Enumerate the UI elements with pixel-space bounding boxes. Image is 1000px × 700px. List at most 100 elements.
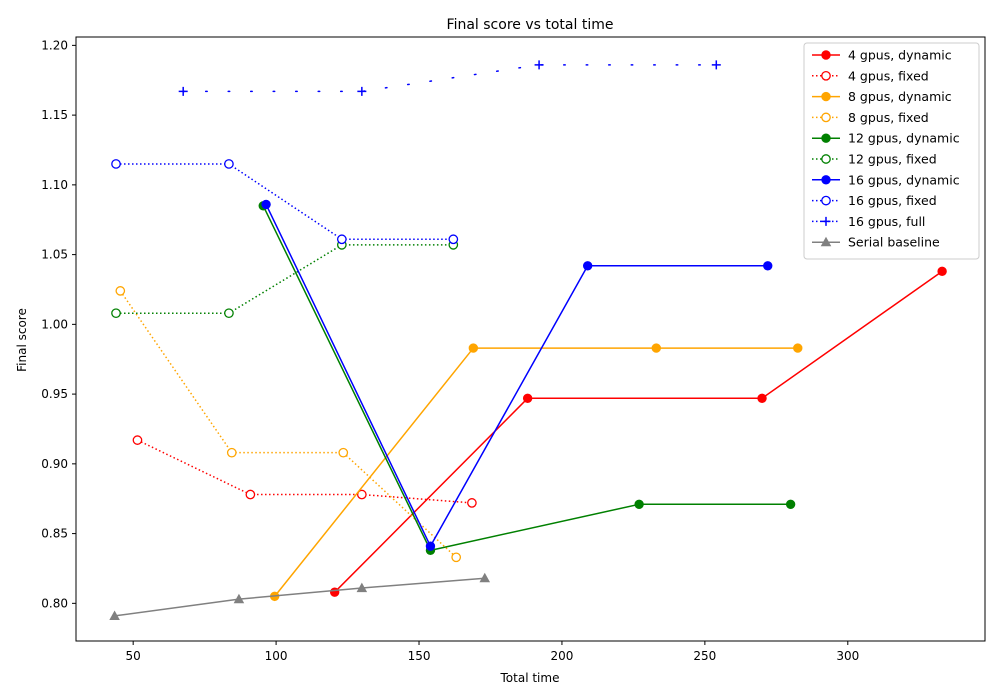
data-point-serial-baseline-4: [479, 572, 491, 583]
data-point-8-gpus-dynamic-2: [468, 343, 479, 353]
legend-marker-16-gpus-fixed: [821, 195, 831, 206]
data-point-12-gpus-dynamic-3: [634, 499, 644, 509]
legend-entry-8-gpus-dynamic: 8 gpus, dynamic: [812, 89, 952, 104]
legend-label-16-gpus-full: 16 gpus, full: [848, 214, 925, 229]
legend-marker-4-gpus-dynamic: [821, 50, 831, 60]
legend-entry-4-gpus-fixed: 4 gpus, fixed: [812, 68, 929, 83]
series-line-16-gpus-dynamic: [265, 204, 768, 548]
x-tick-label: 100: [265, 649, 288, 663]
y-tick-label: 0.90: [41, 457, 68, 471]
legend-marker-16-gpus-full: [821, 216, 831, 226]
legend-marker-12-gpus-dynamic: [821, 133, 831, 143]
legend-marker-12-gpus-fixed: [821, 154, 831, 164]
chart-title: Final score vs total time: [447, 17, 614, 33]
y-tick-label: 1.10: [41, 178, 68, 192]
data-point-8-gpus-fixed-4: [451, 552, 462, 563]
x-axis-label: Total time: [500, 671, 560, 685]
data-point-16-gpus-fixed-3: [336, 234, 347, 245]
legend-entry-serial-baseline: Serial baseline: [812, 235, 940, 250]
series-serial-baseline: [109, 572, 491, 620]
data-point-serial-baseline-1: [109, 610, 120, 620]
data-point-16-gpus-fixed-2: [224, 159, 234, 169]
legend: 4 gpus, dynamic 4 gpus, fixed 8 gpus, dyna…: [803, 42, 980, 260]
series-line-16-gpus-full: [182, 64, 718, 93]
data-point-4-gpus-fixed-4: [467, 498, 477, 508]
legend-marker-8-gpus-dynamic: [821, 91, 831, 102]
legend-label-12-gpus-fixed: 12 gpus, fixed: [848, 152, 937, 167]
series-8-gpus-fixed: [115, 286, 462, 563]
y-tick-label: 1.15: [41, 108, 68, 122]
data-point-8-gpus-fixed-1: [115, 286, 126, 296]
series-line-4-gpus-fixed: [137, 439, 472, 504]
legend-entry-8-gpus-fixed: 8 gpus, fixed: [812, 110, 929, 125]
data-point-serial-baseline-3: [356, 582, 368, 593]
legend-entry-16-gpus-fixed: 16 gpus, fixed: [812, 193, 937, 208]
data-point-4-gpus-dynamic-1: [329, 587, 340, 597]
series-4-gpus-dynamic: [329, 266, 947, 597]
y-tick-label: 1.05: [41, 248, 68, 262]
data-point-4-gpus-fixed-3: [356, 489, 367, 500]
data-point-serial-baseline-2: [233, 593, 245, 604]
legend-box: [803, 42, 980, 260]
data-point-8-gpus-dynamic-3: [651, 343, 661, 353]
data-point-8-gpus-dynamic-4: [793, 343, 803, 353]
data-point-16-gpus-full-1: [178, 86, 188, 96]
legend-entry-12-gpus-dynamic: 12 gpus, dynamic: [812, 131, 960, 146]
legend-label-12-gpus-dynamic: 12 gpus, dynamic: [848, 131, 960, 146]
data-point-12-gpus-dynamic-4: [785, 499, 796, 509]
series-line-12-gpus-dynamic: [262, 205, 791, 552]
legend-label-16-gpus-fixed: 16 gpus, fixed: [848, 193, 937, 208]
legend-label-16-gpus-dynamic: 16 gpus, dynamic: [848, 172, 960, 187]
series-16-gpus-dynamic: [261, 199, 773, 551]
data-point-16-gpus-dynamic-4: [763, 261, 773, 271]
data-point-4-gpus-dynamic-4: [937, 266, 947, 277]
data-point-12-gpus-fixed-1: [111, 308, 121, 319]
series-line-8-gpus-fixed: [119, 290, 457, 558]
y-axis-label: Final score: [15, 308, 29, 372]
series-8-gpus-dynamic: [269, 343, 803, 602]
x-tick-label: 200: [550, 649, 573, 663]
y-tick-label: 0.85: [41, 527, 68, 541]
data-point-4-gpus-dynamic-2: [522, 393, 533, 403]
data-point-16-gpus-dynamic-1: [261, 199, 271, 210]
data-point-16-gpus-full-2: [357, 86, 367, 96]
data-point-16-gpus-full-4: [711, 60, 721, 70]
axes-layer: 50 100 150 200 250 300 0.80 0.85 0.90 0.95 1.00 1.0…: [41, 36, 986, 663]
y-tick-label: 0.95: [41, 387, 68, 401]
legend-entry-12-gpus-fixed: 12 gpus, fixed: [812, 152, 937, 167]
y-tick-label: 1.20: [41, 38, 68, 52]
series-4-gpus-fixed: [132, 435, 477, 508]
series-16-gpus-full: [178, 60, 721, 96]
legend-label-4-gpus-dynamic: 4 gpus, dynamic: [848, 48, 952, 63]
plot-frame: [75, 36, 986, 642]
data-point-16-gpus-full-3: [534, 60, 544, 70]
x-tick-label: 50: [126, 649, 141, 663]
series-16-gpus-fixed: [111, 159, 459, 245]
legend-label-serial-baseline: Serial baseline: [848, 235, 940, 250]
legend-marker-8-gpus-fixed: [821, 112, 831, 123]
series-line-8-gpus-dynamic: [274, 347, 798, 597]
legend-label-8-gpus-dynamic: 8 gpus, dynamic: [848, 89, 952, 104]
data-point-16-gpus-dynamic-2: [425, 541, 436, 551]
x-tick-label: 300: [836, 649, 859, 663]
data-point-16-gpus-fixed-4: [448, 234, 459, 245]
data-point-16-gpus-dynamic-3: [582, 261, 593, 271]
legend-entry-4-gpus-dynamic: 4 gpus, dynamic: [812, 48, 952, 63]
data-point-12-gpus-fixed-2: [224, 308, 234, 319]
y-tick-label: 1.00: [41, 317, 68, 331]
data-point-4-gpus-fixed-2: [245, 489, 256, 500]
data-point-4-gpus-fixed-1: [132, 435, 143, 445]
x-tick-label: 150: [408, 649, 431, 663]
legend-label-4-gpus-fixed: 4 gpus, fixed: [848, 68, 929, 83]
series-line-16-gpus-fixed: [116, 163, 454, 241]
legend-marker-16-gpus-dynamic: [821, 175, 831, 185]
legend-marker-serial-baseline: [820, 236, 832, 247]
series-line-serial-baseline: [114, 577, 485, 617]
legend-entry-16-gpus-full: 16 gpus, full: [812, 214, 925, 229]
data-point-16-gpus-fixed-1: [111, 159, 121, 169]
data-point-4-gpus-dynamic-3: [757, 393, 767, 403]
x-tick-label: 250: [693, 649, 716, 663]
data-point-8-gpus-fixed-3: [338, 447, 349, 458]
data-point-8-gpus-fixed-2: [226, 447, 237, 458]
